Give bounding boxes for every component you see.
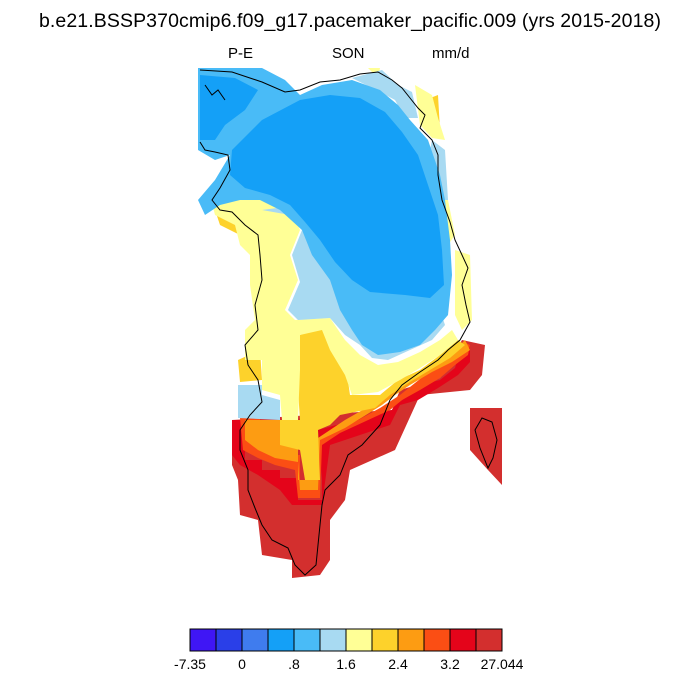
colorbar-tick-label: 0 — [238, 656, 246, 672]
region-gold — [215, 95, 465, 480]
season-label: SON — [332, 45, 365, 62]
colorbar-tick-label: -7.35 — [174, 656, 206, 672]
region-yellow — [210, 68, 472, 420]
colorbar-cell — [423, 628, 451, 652]
coastline-north-inlet — [204, 84, 226, 101]
colorbar-cell — [449, 628, 477, 652]
colorbar-cell — [293, 628, 321, 652]
region-dark-red-east — [470, 408, 502, 485]
colorbar-cell — [345, 628, 373, 652]
coastline-east-island — [474, 417, 498, 470]
colorbar-cell — [215, 628, 243, 652]
map-fill-layers — [198, 68, 502, 578]
colorbar-cell — [319, 628, 347, 652]
variable-label: P-E — [228, 45, 254, 62]
colorbar — [189, 628, 503, 652]
plot-title: b.e21.BSSP370cmip6.f09_g17.pacemaker_pac… — [38, 10, 662, 32]
colorbar-cell — [189, 628, 217, 652]
colorbar-cell — [475, 628, 503, 652]
coastline — [199, 69, 471, 576]
colorbar-tick-label: 2.4 — [388, 656, 408, 672]
colorbar-cell — [397, 628, 425, 652]
colorbar-tick-label: 27.044 — [480, 656, 524, 672]
region-blue — [200, 75, 444, 298]
colorbar-tick-label: 1.6 — [336, 656, 356, 672]
colorbar-cell — [267, 628, 295, 652]
region-dark-red — [232, 340, 485, 578]
units-label: mm/d — [432, 45, 470, 62]
colorbar-tick-label: 3.2 — [440, 656, 460, 672]
colorbar-cell — [371, 628, 399, 652]
colorbar-cell — [241, 628, 269, 652]
colorbar-tick-label: .8 — [288, 656, 300, 672]
